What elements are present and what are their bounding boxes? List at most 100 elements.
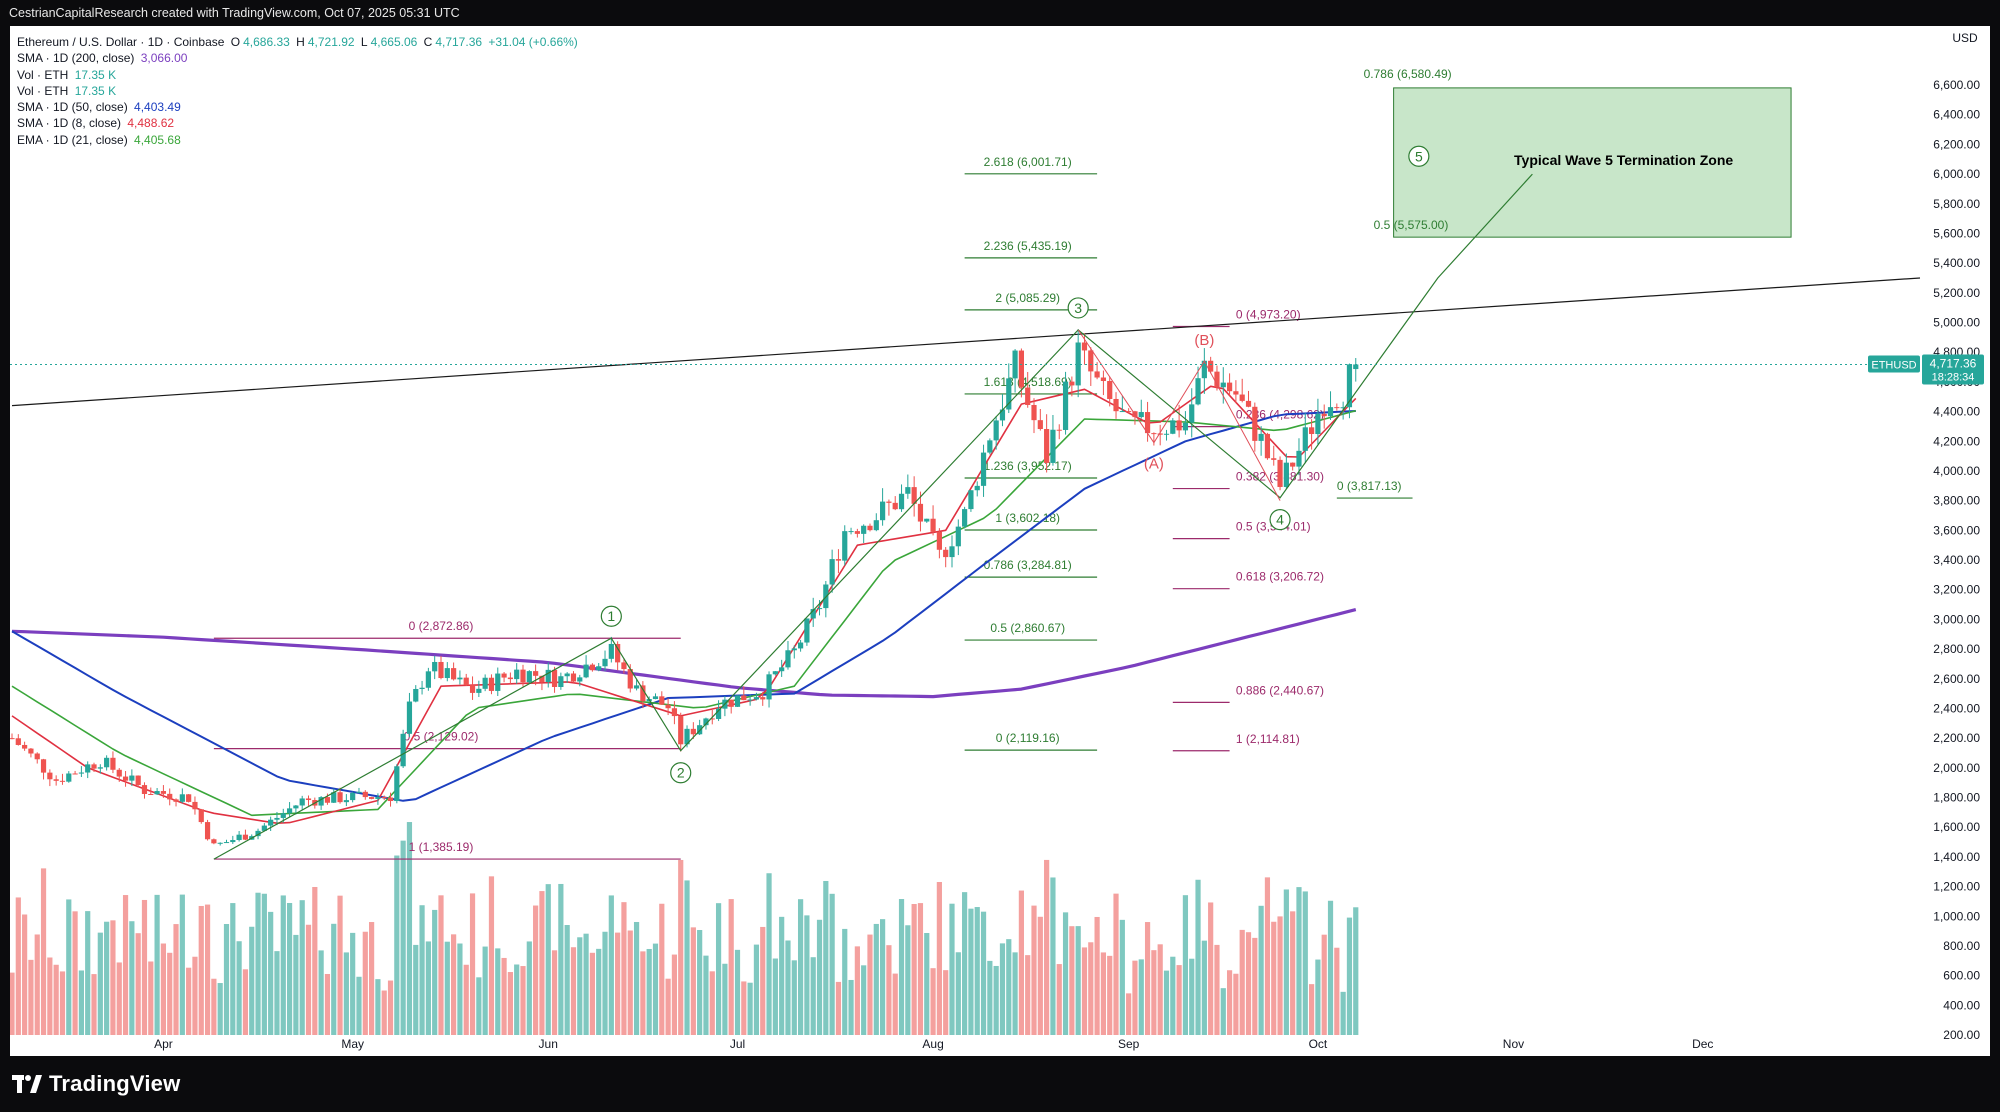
- candle-body[interactable]: [211, 839, 217, 844]
- candle-body[interactable]: [816, 608, 823, 610]
- candle-body[interactable]: [728, 699, 734, 707]
- candle-body[interactable]: [526, 671, 532, 683]
- candle-body[interactable]: [1208, 360, 1214, 372]
- candle-body[interactable]: [734, 695, 741, 707]
- wave-marker[interactable]: [1269, 509, 1291, 531]
- candle-body[interactable]: [135, 775, 141, 786]
- candle-body[interactable]: [962, 509, 968, 527]
- candle-body[interactable]: [987, 440, 993, 453]
- candle-body[interactable]: [406, 701, 413, 734]
- candle-body[interactable]: [104, 757, 110, 768]
- candle-body[interactable]: [627, 669, 633, 689]
- candle-body[interactable]: [280, 813, 286, 818]
- candle-body[interactable]: [1346, 364, 1353, 408]
- candle-body[interactable]: [236, 834, 242, 841]
- candle-body[interactable]: [1081, 342, 1088, 351]
- candle-body[interactable]: [1119, 411, 1125, 413]
- candle-body[interactable]: [842, 531, 848, 561]
- candle-body[interactable]: [690, 728, 696, 735]
- candle-body[interactable]: [1245, 400, 1252, 407]
- candle-body[interactable]: [198, 809, 204, 823]
- candle-body[interactable]: [678, 716, 684, 745]
- candle-body[interactable]: [1151, 433, 1157, 435]
- price-chart[interactable]: 0.786 (6,580.49) 0.5 (5,575.00) Typical Wa…: [9, 26, 1990, 1056]
- candle-body[interactable]: [356, 791, 362, 793]
- candle-body[interactable]: [387, 797, 394, 802]
- candle-body[interactable]: [242, 834, 249, 840]
- candle-body[interactable]: [476, 688, 482, 693]
- candle-body[interactable]: [848, 531, 854, 533]
- candle-body[interactable]: [432, 661, 438, 672]
- candle-body[interactable]: [1182, 422, 1189, 431]
- candle-body[interactable]: [173, 799, 179, 802]
- candle-body[interactable]: [129, 775, 135, 781]
- candle-body[interactable]: [968, 490, 974, 510]
- candle-body[interactable]: [72, 773, 78, 775]
- candle-body[interactable]: [993, 420, 999, 441]
- candle-body[interactable]: [797, 642, 804, 649]
- candle-body[interactable]: [141, 785, 148, 794]
- candle-body[interactable]: [873, 520, 879, 531]
- candle-body[interactable]: [305, 798, 312, 801]
- candle-body[interactable]: [867, 525, 873, 531]
- candle-body[interactable]: [116, 769, 122, 777]
- candle-body[interactable]: [1113, 398, 1119, 412]
- candle-body[interactable]: [709, 718, 715, 720]
- candle-body[interactable]: [772, 671, 778, 675]
- candle-body[interactable]: [66, 773, 72, 782]
- candle-body[interactable]: [444, 668, 450, 679]
- candle-body[interactable]: [368, 797, 375, 799]
- abc-correction-path[interactable]: [1077, 329, 1281, 501]
- candle-body[interactable]: [1290, 462, 1296, 467]
- candle-body[interactable]: [293, 805, 299, 809]
- legend-indicator-row[interactable]: SMA · 1D (200, close) 3,066.00: [17, 50, 581, 66]
- termination-zone[interactable]: [1393, 87, 1792, 238]
- candle-body[interactable]: [337, 792, 343, 803]
- candle-body[interactable]: [53, 779, 59, 781]
- candle-body[interactable]: [495, 673, 501, 691]
- candle-body[interactable]: [943, 549, 949, 558]
- candle-body[interactable]: [652, 696, 659, 700]
- candle-body[interactable]: [179, 794, 185, 802]
- candle-body[interactable]: [223, 842, 230, 844]
- candle-body[interactable]: [886, 501, 892, 503]
- candle-body[interactable]: [192, 801, 198, 810]
- candle-body[interactable]: [1037, 420, 1043, 430]
- candle-body[interactable]: [583, 664, 589, 678]
- wave-marker[interactable]: [1408, 145, 1430, 167]
- candle-body[interactable]: [299, 798, 305, 806]
- candle-body[interactable]: [697, 725, 703, 735]
- candle-body[interactable]: [110, 757, 116, 770]
- candle-body[interactable]: [501, 673, 507, 678]
- legend-indicator-row[interactable]: EMA · 1D (21, close) 4,405.68: [17, 132, 581, 148]
- candle-body[interactable]: [558, 676, 564, 687]
- candle-body[interactable]: [779, 667, 785, 672]
- candle-body[interactable]: [1050, 429, 1056, 463]
- candle-body[interactable]: [419, 687, 425, 689]
- candle-body[interactable]: [425, 671, 431, 688]
- candle-body[interactable]: [659, 696, 665, 705]
- candle-body[interactable]: [1308, 427, 1315, 435]
- candle-body[interactable]: [9, 738, 15, 740]
- candle-body[interactable]: [1315, 413, 1321, 435]
- candle-body[interactable]: [28, 748, 34, 754]
- candle-body[interactable]: [1214, 371, 1220, 388]
- candle-body[interactable]: [785, 650, 791, 668]
- candle-body[interactable]: [747, 699, 753, 701]
- wave-marker[interactable]: [600, 605, 622, 627]
- candle-body[interactable]: [230, 840, 236, 843]
- candle-body[interactable]: [854, 531, 860, 534]
- candle-body[interactable]: [40, 759, 47, 773]
- candle-body[interactable]: [1031, 404, 1037, 421]
- candle-body[interactable]: [621, 662, 627, 670]
- candle-body[interactable]: [892, 502, 898, 510]
- candle-body[interactable]: [1126, 411, 1132, 413]
- candle-body[interactable]: [829, 559, 835, 585]
- candle-body[interactable]: [261, 825, 267, 831]
- candle-body[interactable]: [999, 409, 1006, 421]
- candle-body[interactable]: [1277, 459, 1283, 487]
- candle-body[interactable]: [570, 673, 577, 682]
- candle-body[interactable]: [905, 487, 911, 494]
- candle-body[interactable]: [1302, 427, 1308, 451]
- candle-body[interactable]: [331, 792, 337, 803]
